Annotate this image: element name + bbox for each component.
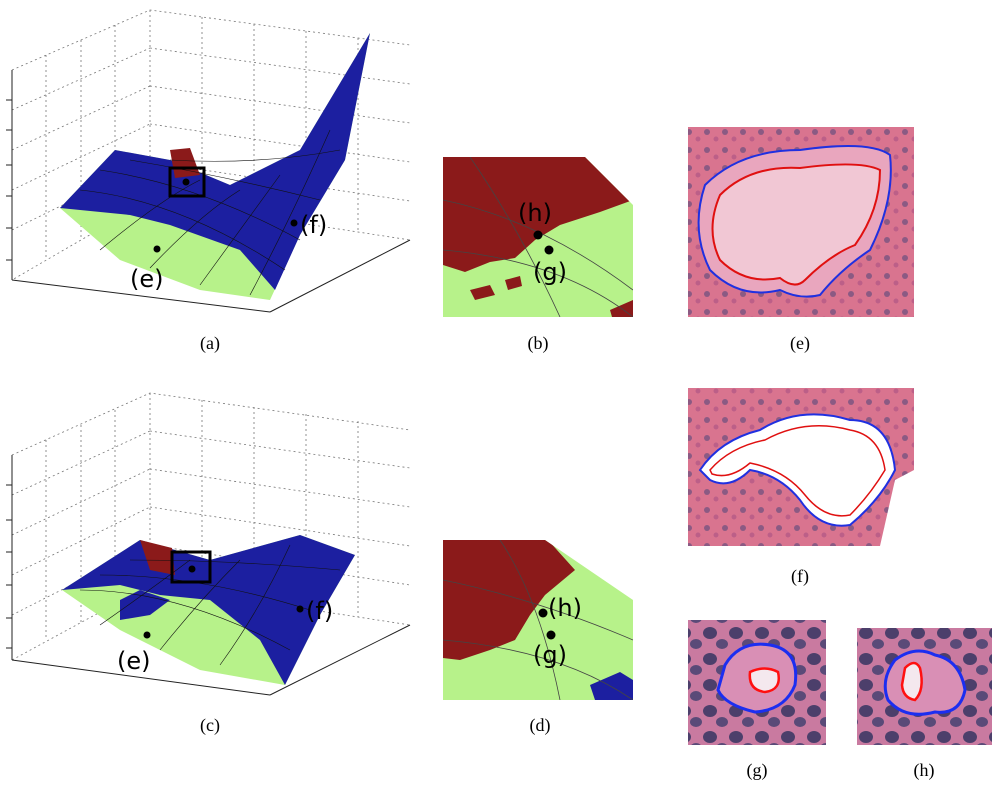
annotation: (f) (306, 597, 333, 625)
caption: (e) (790, 333, 810, 354)
surface-plot-a: (e) (f) (a) (6, 10, 410, 354)
caption: (d) (530, 715, 551, 736)
annotation: (h) (518, 199, 552, 227)
grid-line (12, 10, 410, 70)
annotation: (h) (548, 594, 582, 622)
histology-e: (e) (688, 127, 914, 354)
caption: (f) (791, 566, 809, 587)
grid-line (150, 507, 410, 546)
shape (539, 609, 548, 618)
caption: (g) (747, 760, 768, 781)
surface-plot-c: (e) (f) (c) (6, 393, 410, 736)
grid-line (12, 393, 410, 455)
annotation: (g) (533, 258, 567, 286)
shape (902, 663, 922, 700)
histology-f: (f) (688, 388, 914, 587)
shape (170, 148, 200, 178)
caption: (h) (914, 760, 935, 781)
shape (297, 606, 304, 613)
grid-line (150, 469, 410, 507)
zoom-panel-d: (h) (g) (d) (443, 540, 633, 736)
zoom-panel-b: (h) (g) (b) (443, 157, 633, 354)
shape (183, 179, 190, 186)
shape (144, 632, 151, 639)
annotation: (g) (533, 641, 567, 669)
caption: (a) (200, 333, 220, 354)
grid-line (150, 431, 410, 468)
figure: (e) (f) (a) (e) (f) (0, 0, 992, 790)
shape (443, 540, 633, 700)
shape (534, 231, 543, 240)
annotation: (e) (130, 265, 164, 293)
caption: (c) (200, 715, 220, 736)
annotation: (e) (117, 647, 151, 675)
shape (545, 246, 554, 255)
shape (291, 220, 298, 227)
histology-g: (g) (688, 620, 826, 781)
shape (154, 246, 161, 253)
caption: (b) (528, 333, 549, 354)
shape (750, 669, 779, 693)
annotation: (f) (300, 211, 327, 239)
grid-line (150, 86, 410, 123)
shape (189, 566, 196, 573)
histology-h: (h) (857, 628, 992, 781)
shape (547, 631, 556, 640)
grid-line (150, 48, 410, 84)
